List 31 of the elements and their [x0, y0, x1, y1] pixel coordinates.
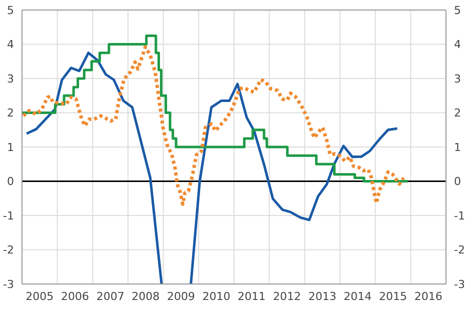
y-tick-label: -3 — [3, 278, 14, 291]
y-tick-label: 0 — [7, 175, 14, 188]
x-tick-label: 2011 — [238, 290, 266, 303]
y2-tick-label: 0 — [454, 175, 461, 188]
x-tick-label: 2012 — [273, 290, 301, 303]
x-tick-label: 2007 — [96, 290, 124, 303]
y2-tick-label: 3 — [454, 72, 461, 86]
y-tick-label: 5 — [7, 4, 14, 17]
y2-tick-label: -3 — [454, 278, 465, 291]
x-tick-label: 2013 — [308, 290, 336, 303]
y2-tick-label: 4 — [454, 38, 461, 52]
x-tick-label: 2008 — [132, 290, 160, 303]
line-series — [22, 45, 406, 206]
y2-tick-label: 2 — [454, 106, 461, 120]
x-tick-label: 2016 — [414, 290, 442, 303]
y-tick-label: -2 — [3, 244, 14, 257]
y2-tick-label: 5 — [454, 4, 461, 17]
y-tick-label: 3 — [7, 72, 14, 86]
x-tick-label: 2005 — [26, 290, 54, 303]
y2-tick-label: -1 — [454, 209, 465, 222]
x-tick-label: 2006 — [61, 290, 89, 303]
y-tick-label: -1 — [3, 209, 14, 222]
y-tick-label: 2 — [7, 106, 14, 120]
x-tick-label: 2010 — [202, 290, 230, 303]
y-tick-label: 1 — [7, 140, 14, 154]
y2-tick-label: -2 — [454, 244, 465, 257]
y-tick-label: 4 — [7, 38, 14, 52]
x-tick-label: 2009 — [167, 290, 195, 303]
x-tick-label: 2015 — [379, 290, 407, 303]
y2-tick-label: 1 — [454, 140, 461, 154]
x-tick-label: 2014 — [344, 290, 372, 303]
